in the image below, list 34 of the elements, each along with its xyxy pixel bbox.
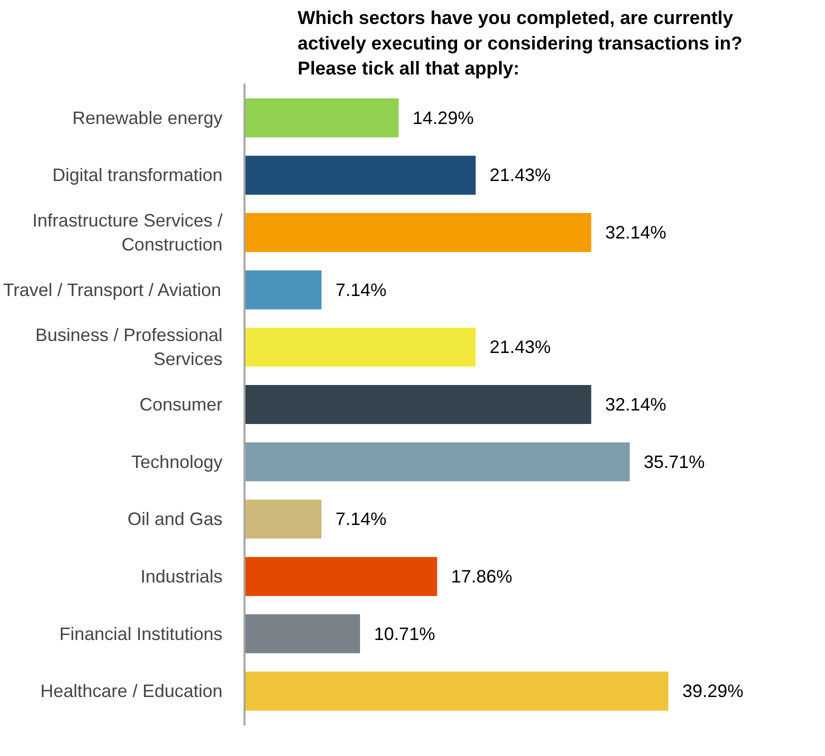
y-tick-label: Renewable energy xyxy=(72,108,223,128)
data-label: 17.86% xyxy=(451,566,512,586)
y-tick-label: Healthcare / Education xyxy=(40,681,222,702)
y-tick-label: Technology xyxy=(131,452,223,472)
data-label: 7.14% xyxy=(336,509,387,530)
data-label: 21.43% xyxy=(490,337,551,358)
data-label: 21.43% xyxy=(490,165,551,186)
data-label: 35.71% xyxy=(644,452,705,472)
bar xyxy=(244,270,322,310)
y-tick-label: Infrastructure Services / Construction xyxy=(32,210,223,255)
data-label: 14.29% xyxy=(412,108,474,128)
bar xyxy=(244,385,592,424)
bar xyxy=(244,500,322,539)
bar xyxy=(244,328,476,367)
bar xyxy=(244,156,476,195)
bar xyxy=(244,213,592,252)
data-label: 32.14% xyxy=(605,222,666,243)
bar xyxy=(244,672,668,711)
y-tick-label: Industrials xyxy=(140,566,223,586)
bar xyxy=(244,98,399,138)
bar xyxy=(244,442,630,482)
data-label: 39.29% xyxy=(682,681,744,702)
y-tick-label: Financial Institutions xyxy=(59,624,223,644)
y-tick-label: Consumer xyxy=(139,394,223,414)
bar xyxy=(244,556,438,596)
y-tick-label: Oil and Gas xyxy=(127,509,222,530)
y-tick-label: Business / Professional Services xyxy=(35,325,223,370)
data-label: 32.14% xyxy=(605,394,666,414)
y-tick-label: Digital transformation xyxy=(52,165,223,186)
data-label: 7.14% xyxy=(336,280,387,300)
bar xyxy=(244,614,360,654)
chart-title: Which sectors have you completed, are currently actively executing or considering transactions in? Please tick all that apply: xyxy=(298,7,742,78)
data-label: 10.71% xyxy=(374,624,436,644)
y-tick-label: Travel / Transport / Aviation xyxy=(3,280,222,300)
